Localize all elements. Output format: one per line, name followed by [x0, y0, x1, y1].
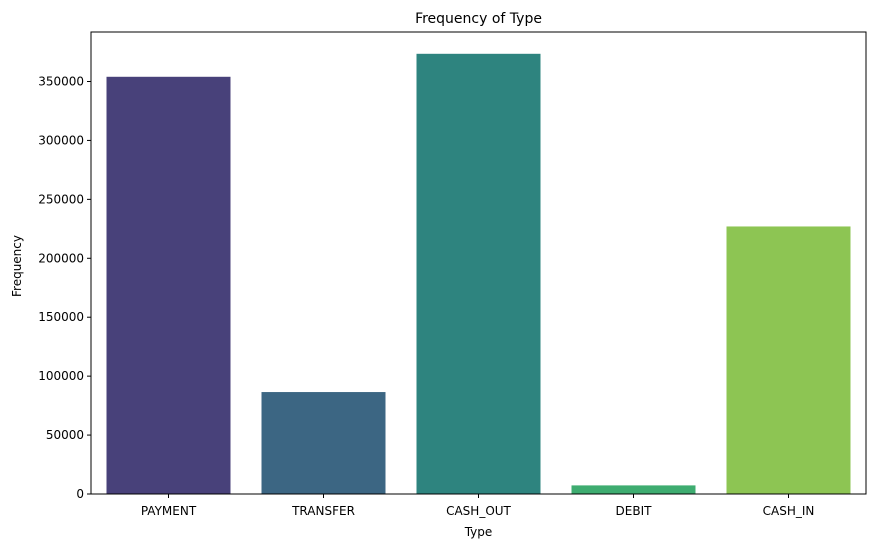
y-tick-label: 50000: [46, 428, 84, 442]
y-tick-label: 200000: [38, 251, 84, 265]
x-axis-label: Type: [464, 525, 493, 539]
plot-frame: [90, 31, 867, 495]
bar-payment: [106, 76, 231, 495]
x-tick-label: CASH_IN: [763, 504, 815, 518]
bar-transfer: [261, 392, 386, 494]
y-tick-label: 350000: [38, 75, 84, 89]
y-tick-label: 0: [76, 487, 84, 501]
y-tick-label: 300000: [38, 133, 84, 147]
y-tick-label: 100000: [38, 369, 84, 383]
bar-cash-out: [416, 53, 541, 495]
x-tick-label: DEBIT: [616, 504, 653, 518]
y-axis-label: Frequency: [10, 235, 24, 297]
x-axis: PAYMENT TRANSFER CASH_OUT DEBIT CASH_IN: [141, 494, 815, 518]
x-tick-label: TRANSFER: [291, 504, 355, 518]
bar-debit: [571, 485, 696, 494]
bars-layer: [106, 53, 851, 495]
y-tick-label: 150000: [38, 310, 84, 324]
x-tick-label: CASH_OUT: [446, 504, 511, 518]
y-tick-label: 250000: [38, 192, 84, 206]
bar-cash-in: [726, 226, 851, 494]
x-tick-label: PAYMENT: [141, 504, 197, 518]
chart-title: Frequency of Type: [415, 11, 542, 27]
y-axis: 0 50000 100000 150000 200000 250000 300000 3500…: [38, 75, 91, 501]
